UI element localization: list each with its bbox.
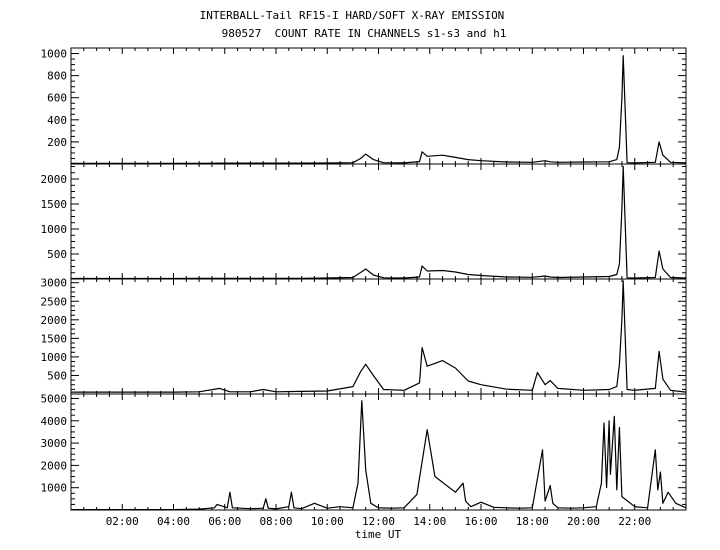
x-tick-label: 22:00 xyxy=(618,515,651,528)
y-tick-label: 500 xyxy=(47,369,67,382)
y-tick-label: 3000 xyxy=(41,437,68,450)
y-tick-label: 3000 xyxy=(41,277,68,290)
x-axis-label: time UT xyxy=(355,528,402,541)
y-tick-label: 1000 xyxy=(41,351,68,364)
x-tick-label: 10:00 xyxy=(311,515,344,528)
series-line-s2 xyxy=(71,165,687,280)
y-tick-label: 500 xyxy=(47,248,67,261)
y-tick-label: 400 xyxy=(47,114,67,127)
x-tick-label: 02:00 xyxy=(106,515,139,528)
x-tick-label: 12:00 xyxy=(362,515,395,528)
panel-frame xyxy=(70,47,687,165)
y-tick-label: 2000 xyxy=(41,459,68,472)
y-tick-label: 1500 xyxy=(41,198,68,211)
x-tick-label: 14:00 xyxy=(413,515,446,528)
series-line-s3 xyxy=(71,280,687,393)
y-tick-label: 4000 xyxy=(41,415,68,428)
x-tick-label: 04:00 xyxy=(157,515,190,528)
y-tick-label: 200 xyxy=(47,136,67,149)
panel-s1: 200 400 600 800 1000 xyxy=(41,47,687,165)
series-line-s1 xyxy=(71,55,687,164)
y-tick-label: 5000 xyxy=(41,392,68,405)
panel-frame xyxy=(70,278,687,395)
x-tick-label: 16:00 xyxy=(464,515,497,528)
x-tick-label: 06:00 xyxy=(208,515,241,528)
panel-frame xyxy=(70,163,687,280)
chart-subtitle: 980527 COUNT RATE IN CHANNELS s1-s3 and … xyxy=(221,27,507,40)
series-line-h1 xyxy=(71,400,687,511)
panel-s2: 500 1000 1500 2000 xyxy=(41,163,687,280)
y-tick-label: 1500 xyxy=(41,332,68,345)
panel-h1: 1000 2000 3000 4000 5000 xyxy=(41,392,687,511)
x-tick-label: 20:00 xyxy=(567,515,600,528)
panel-frame xyxy=(70,393,687,511)
panel-s3: 500 1000 1500 2000 2500 3000 xyxy=(41,277,687,395)
y-tick-label: 1000 xyxy=(41,223,68,236)
y-tick-label: 1000 xyxy=(41,482,68,495)
y-tick-label: 2000 xyxy=(41,314,68,327)
x-tick-label: 08:00 xyxy=(259,515,292,528)
y-tick-label: 2500 xyxy=(41,295,68,308)
y-tick-label: 1000 xyxy=(41,48,68,61)
chart-title: INTERBALL-Tail RF15-I HARD/SOFT X-RAY EM… xyxy=(199,9,505,22)
y-tick-label: 800 xyxy=(47,70,67,83)
y-tick-label: 2000 xyxy=(41,173,68,186)
x-tick-label: 18:00 xyxy=(516,515,549,528)
y-tick-label: 600 xyxy=(47,92,67,105)
